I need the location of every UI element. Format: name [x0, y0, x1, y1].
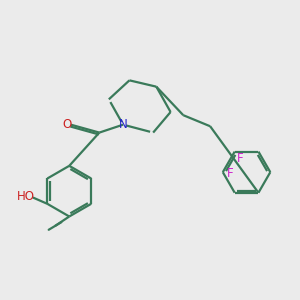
Text: F: F	[237, 152, 244, 165]
Text: HO: HO	[17, 190, 35, 203]
Text: F: F	[226, 167, 233, 180]
Text: N: N	[119, 118, 128, 131]
Text: O: O	[62, 118, 71, 130]
